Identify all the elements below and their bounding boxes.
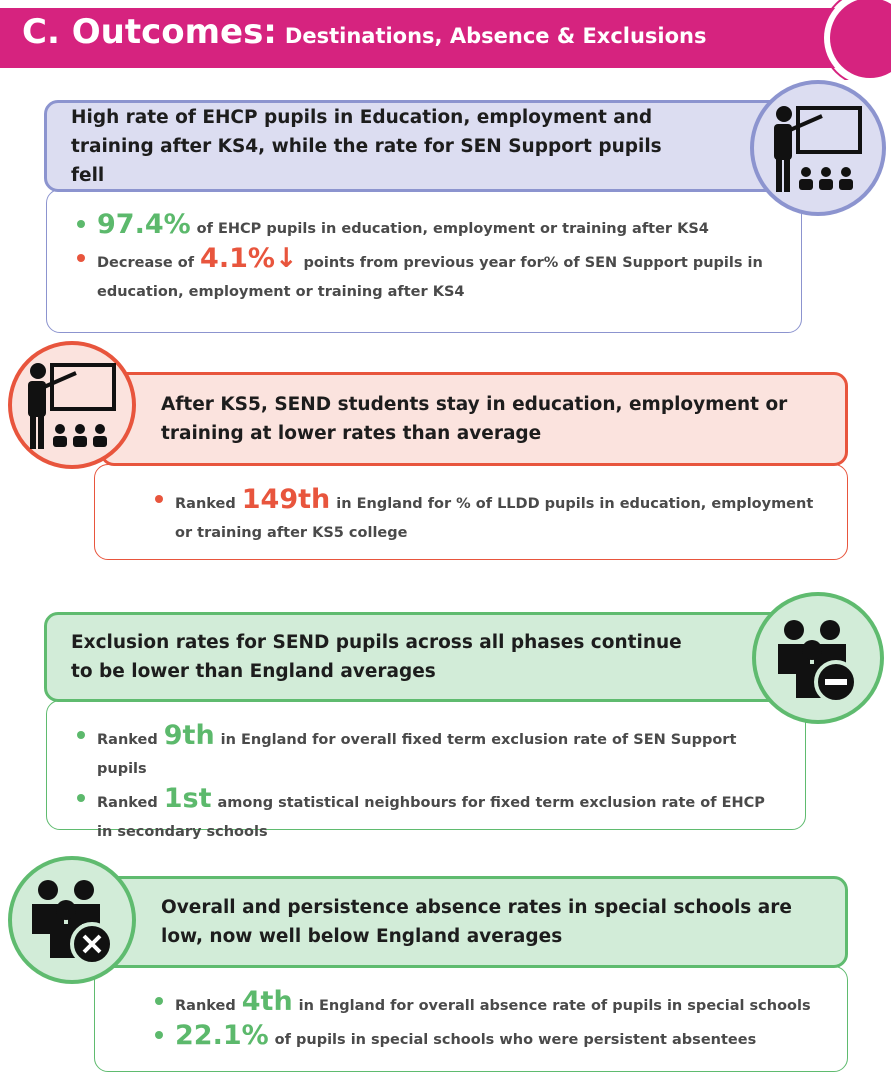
highlight-figure: 1st — [163, 783, 212, 814]
subtitle: Destinations, Absence & Exclusions — [284, 24, 707, 48]
section-heading: High rate of EHCP pupils in Education, e… — [44, 100, 800, 192]
section-body: Ranked 9th in England for overall fixed te… — [46, 700, 806, 840]
bullet: 22.1% of pupils in special schools who we… — [153, 1021, 823, 1055]
section-body: Ranked 4th in England for overall absence … — [94, 966, 848, 1072]
title: C. Outcomes: — [22, 12, 277, 52]
bullet-text: in England for overall fixed term exclus… — [97, 732, 737, 777]
section-heading-box: Overall and persistence absence rates in… — [100, 876, 848, 968]
highlight-figure: 4th — [241, 986, 293, 1017]
header-ornament — [821, 0, 891, 80]
bullet-text: Ranked — [97, 795, 158, 811]
bullet-dot — [155, 495, 163, 503]
bullet-dot — [155, 1031, 163, 1039]
highlight-figure: 149th — [241, 484, 331, 515]
bullet: Decrease of 4.1%↓ points from previous yea… — [75, 244, 777, 307]
section-heading-box: After KS5, SEND students stay in educati… — [100, 372, 848, 466]
section-heading: Exclusion rates for SEND pupils across a… — [44, 612, 800, 702]
bullet-dot — [77, 731, 85, 739]
bullet-text: in England for % of LLDD pupils in educa… — [175, 496, 814, 541]
bullet-text: points from previous year for% of SEN Su… — [97, 255, 763, 300]
bullet-text: in England for overall absence rate of p… — [298, 998, 811, 1014]
section-heading: After KS5, SEND students stay in educati… — [100, 372, 848, 466]
header-bar — [0, 8, 860, 68]
bullet: Ranked 149th in England for % of LLDD pupi… — [153, 485, 823, 548]
bullet-text: of pupils in special schools who were pe… — [274, 1032, 757, 1048]
header-title: C. Outcomes: Destinations, Absence & Excl… — [22, 12, 707, 52]
bullet-dot — [77, 220, 85, 228]
bullet-text: among statistical neighbours for fixed t… — [97, 795, 765, 840]
bullet: Ranked 4th in England for overall absence … — [153, 987, 823, 1021]
bullet: 97.4% of EHCP pupils in education, employ… — [75, 210, 777, 244]
section-body: Ranked 149th in England for % of LLDD pupi… — [94, 464, 848, 560]
highlight-figure: 97.4% — [97, 209, 191, 240]
bullet-text: Decrease of — [97, 255, 195, 271]
highlight-figure: 4.1%↓ — [200, 243, 298, 274]
section-heading-box: Exclusion rates for SEND pupils across a… — [44, 612, 800, 702]
highlight-figure: 9th — [163, 720, 215, 751]
bullet-text: Ranked — [175, 998, 236, 1014]
bullet-text: Ranked — [97, 732, 158, 748]
bullet-text: of EHCP pupils in education, employment … — [196, 221, 709, 237]
bullet: Ranked 9th in England for overall fixed te… — [75, 721, 781, 784]
bullet-dot — [155, 997, 163, 1005]
bullet-text: Ranked — [175, 496, 236, 512]
section-heading-box: High rate of EHCP pupils in Education, e… — [44, 100, 800, 192]
section-heading: Overall and persistence absence rates in… — [100, 876, 848, 968]
bullet-dot — [77, 794, 85, 802]
section-body: 97.4% of EHCP pupils in education, employ… — [46, 189, 802, 333]
highlight-figure: 22.1% — [175, 1020, 269, 1051]
bullet-dot — [77, 254, 85, 262]
bullet: Ranked 1st among statistical neighbours fo… — [75, 784, 781, 847]
